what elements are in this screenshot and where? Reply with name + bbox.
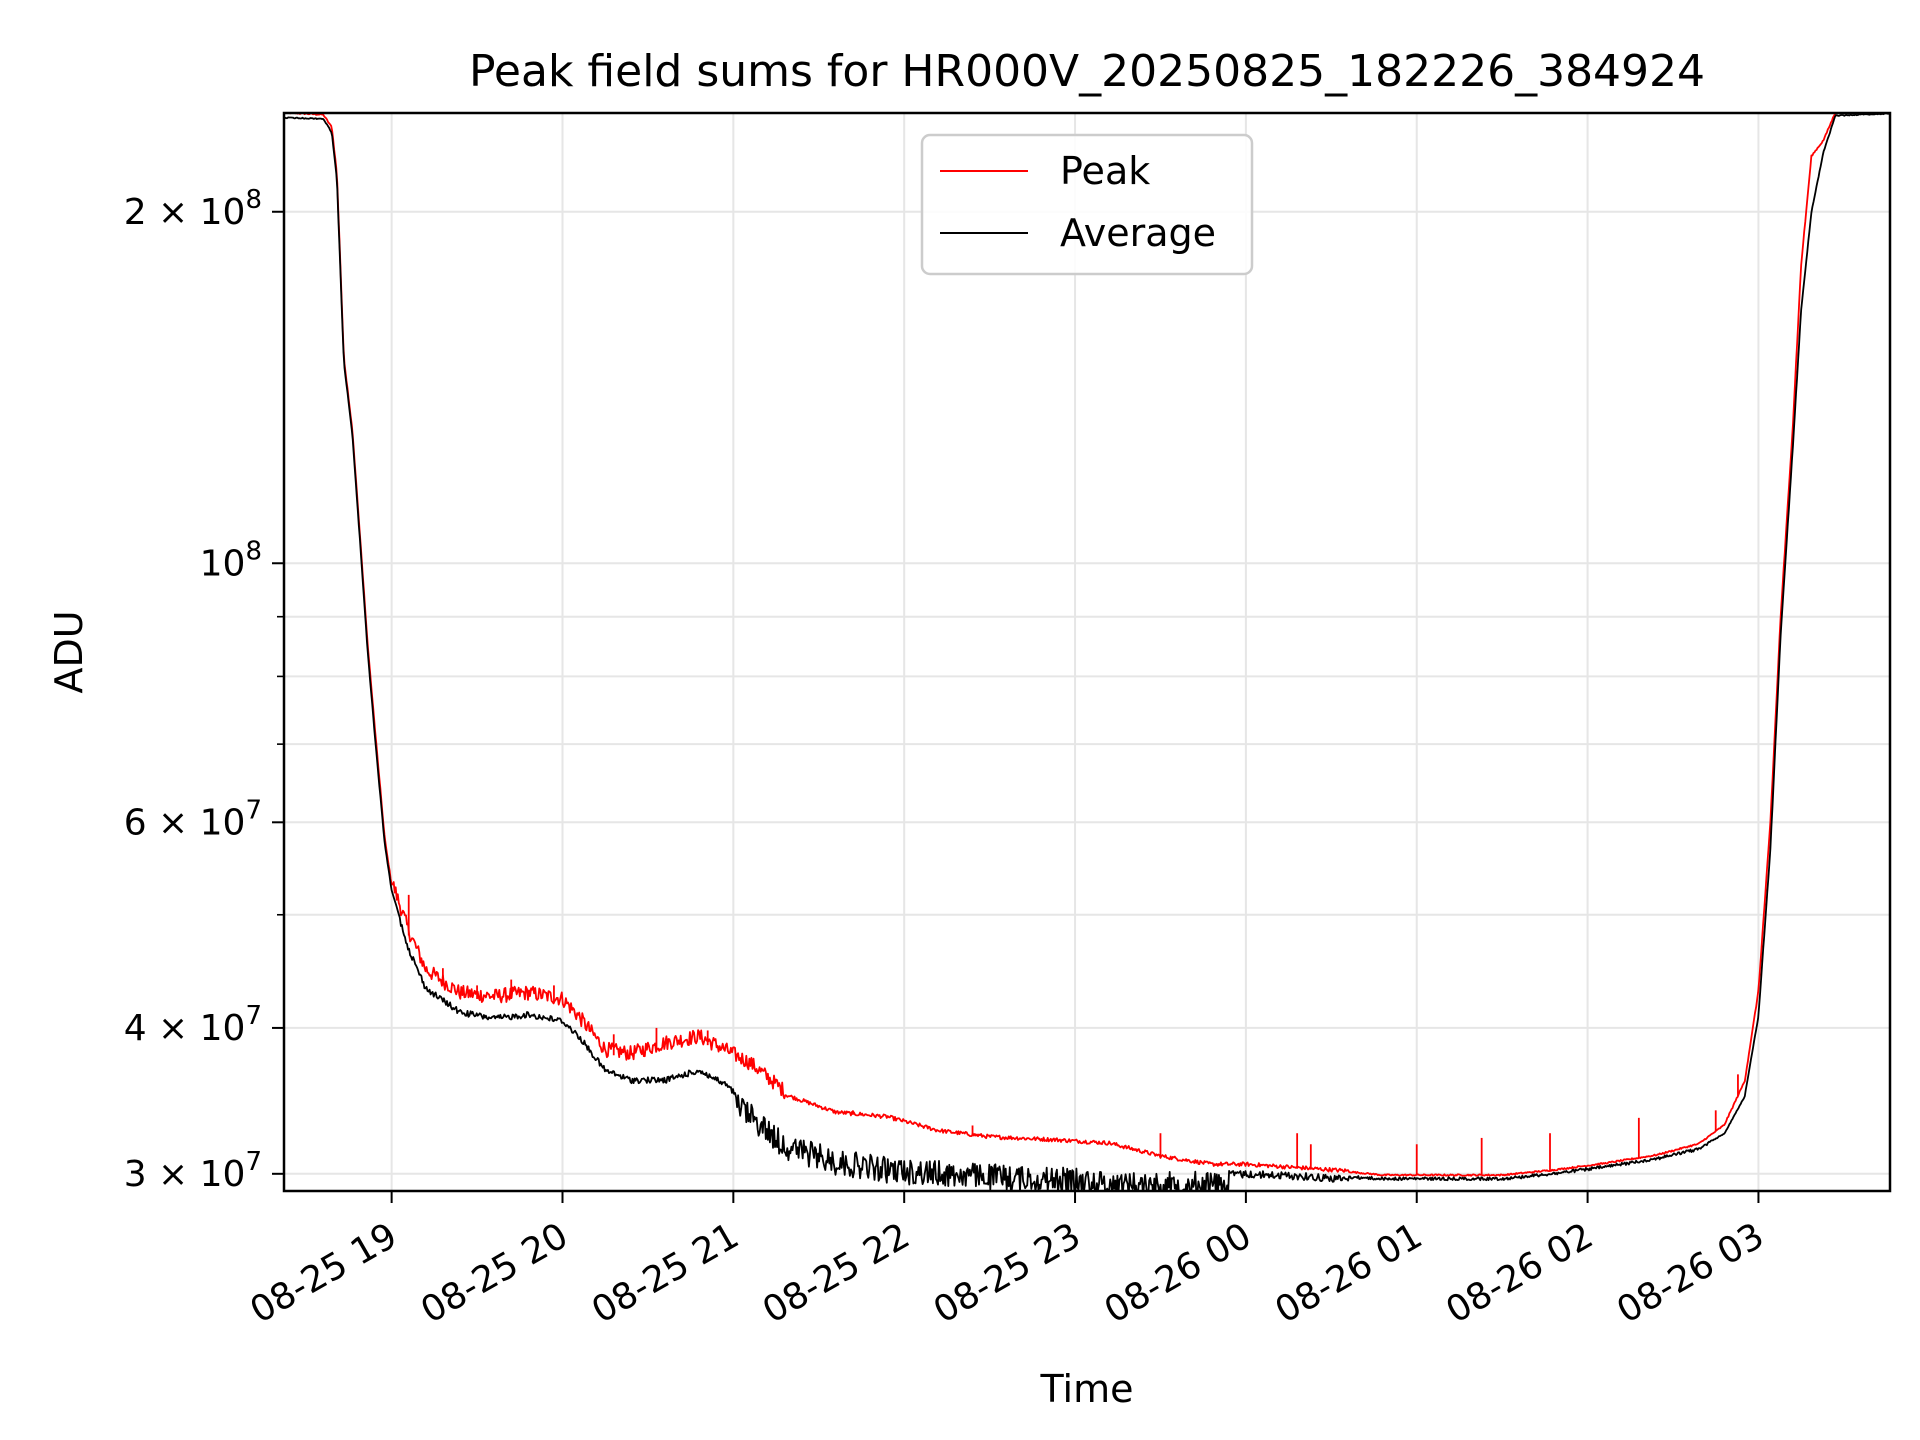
series-layer [284, 113, 1890, 1191]
legend-peak-label: Peak [1060, 149, 1150, 193]
legend-box [920, 133, 1254, 276]
chart-title: Peak field sums for HR000V_20250825_1822… [469, 46, 1705, 97]
legend-average-label: Average [1060, 211, 1216, 255]
y-tick-label: 3 × 107 [124, 1147, 262, 1195]
legend: Peak Average [920, 133, 1254, 276]
peak-series-line [284, 113, 1890, 1177]
y-tick-label: 4 × 107 [124, 1001, 262, 1049]
y-tick-label: 2 × 108 [124, 185, 262, 233]
plot-frame [282, 111, 1892, 1193]
y-tick-label: 6 × 107 [124, 795, 262, 843]
average-series-line [284, 113, 1890, 1191]
x-axis-label: Time [1040, 1367, 1134, 1411]
y-axis-label: ADU [47, 610, 91, 693]
